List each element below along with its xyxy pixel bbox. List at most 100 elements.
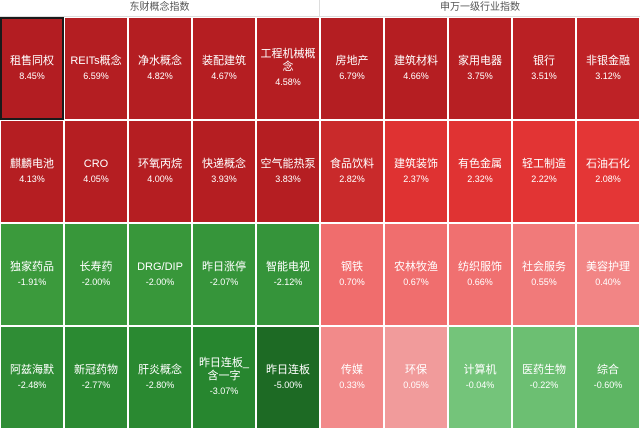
concept-tile[interactable]: 装配建筑 4.67% [192,17,256,120]
industry-tile-name: 食品饮料 [330,157,374,170]
industry-tile-change: 2.37% [403,173,429,184]
industry-tile-change: 2.32% [467,173,493,184]
concept-tile[interactable]: CRO 4.05% [64,120,128,223]
concept-tile[interactable]: 独家药品 -1.91% [0,223,64,326]
concept-tile[interactable]: 麒麟电池 4.13% [0,120,64,223]
industry-tile-change: 0.05% [403,379,429,390]
concept-tile[interactable]: REITs概念 6.59% [64,17,128,120]
industry-tile[interactable]: 银行 3.51% [512,17,576,120]
concept-tile-change: 8.45% [19,70,45,81]
industry-tile[interactable]: 环保 0.05% [384,326,448,429]
concept-tile[interactable]: 新冠药物 -2.77% [64,326,128,429]
industry-tile-name: 社会服务 [522,260,566,273]
industry-tile[interactable]: 石油石化 2.08% [576,120,640,223]
industry-tile-name: 非银金融 [586,54,630,67]
concept-tile-name: 昨日连板 [266,363,310,376]
industry-heatmap-grid: 房地产 6.79% 建筑材料 4.66% 家用电器 3.75% 银行 3.51% 非银金融 3.1… [320,17,640,429]
concept-tile-change: -2.80% [145,379,175,390]
industry-tile[interactable]: 计算机 -0.04% [448,326,512,429]
industry-tile-change: 3.12% [595,70,621,81]
industry-tile-change: 2.22% [531,173,557,184]
industry-tile-change: 4.66% [403,70,429,81]
concept-tile[interactable]: 净水概念 4.82% [128,17,192,120]
concept-tile[interactable]: 长寿药 -2.00% [64,223,128,326]
concept-tile-change: 4.67% [211,70,237,81]
industry-tile[interactable]: 轻工制造 2.22% [512,120,576,223]
industry-tile-name: 纺织服饰 [458,260,502,273]
industry-tile[interactable]: 有色金属 2.32% [448,120,512,223]
industry-tile-name: 综合 [597,363,619,376]
concept-tile-name: REITs概念 [70,54,122,67]
industry-tile[interactable]: 传媒 0.33% [320,326,384,429]
industry-tile[interactable]: 医药生物 -0.22% [512,326,576,429]
industry-tile-name: 房地产 [335,54,369,67]
concept-tile-change: -2.00% [145,276,175,287]
concept-tile-name: 麒麟电池 [10,157,54,170]
industry-tile-change: 3.75% [467,70,493,81]
industry-tile-name: 轻工制造 [522,157,566,170]
concept-tile-name: 新冠药物 [74,363,118,376]
concept-tile-name: 长寿药 [79,260,113,273]
industry-tile-change: -0.22% [529,379,559,390]
industry-tile-name: 有色金属 [458,157,502,170]
concept-tile-name: 阿兹海默 [10,363,54,376]
concept-tile-change: -2.48% [17,379,47,390]
concept-tile[interactable]: 租售同权 8.45% [0,17,64,120]
industry-tile[interactable]: 纺织服饰 0.66% [448,223,512,326]
concept-tile[interactable]: 空气能热泵 3.83% [256,120,320,223]
concept-tile-name: 净水概念 [138,54,182,67]
concept-tile[interactable]: DRG/DIP -2.00% [128,223,192,326]
concept-tile-name: 昨日连板_含一字 [198,357,250,382]
concept-tile[interactable]: 阿兹海默 -2.48% [0,326,64,429]
industry-index-title: 申万一级行业指数 [320,0,640,17]
industry-tile[interactable]: 综合 -0.60% [576,326,640,429]
concept-tile[interactable]: 工程机械概念 4.58% [256,17,320,120]
industry-tile-name: 农林牧渔 [394,260,438,273]
concept-tile-change: 4.82% [147,70,173,81]
concept-tile-change: 4.58% [275,77,301,87]
industry-tile[interactable]: 家用电器 3.75% [448,17,512,120]
industry-tile[interactable]: 食品饮料 2.82% [320,120,384,223]
industry-tile-change: 0.55% [531,276,557,287]
concept-tile-name: CRO [83,157,109,170]
concept-tile-change: 4.05% [83,173,109,184]
industry-tile[interactable]: 钢铁 0.70% [320,223,384,326]
industry-tile[interactable]: 农林牧渔 0.67% [384,223,448,326]
industry-tile-change: 0.66% [467,276,493,287]
industry-index-panel: 申万一级行业指数 房地产 6.79% 建筑材料 4.66% 家用电器 3.75% 银行 3.5… [320,0,640,429]
concept-tile[interactable]: 快递概念 3.93% [192,120,256,223]
concept-tile[interactable]: 昨日连板_含一字 -3.07% [192,326,256,429]
industry-tile[interactable]: 社会服务 0.55% [512,223,576,326]
industry-tile-change: 0.33% [339,379,365,390]
concept-tile[interactable]: 环氧丙烷 4.00% [128,120,192,223]
concept-heatmap-grid: 租售同权 8.45% REITs概念 6.59% 净水概念 4.82% 装配建筑 4.67% 工… [0,17,320,429]
concept-tile-name: 租售同权 [10,54,54,67]
industry-tile-name: 传媒 [341,363,363,376]
industry-tile[interactable]: 建筑装饰 2.37% [384,120,448,223]
industry-tile[interactable]: 美容护理 0.40% [576,223,640,326]
concept-tile[interactable]: 肝炎概念 -2.80% [128,326,192,429]
concept-tile[interactable]: 昨日涨停 -2.07% [192,223,256,326]
industry-tile[interactable]: 非银金融 3.12% [576,17,640,120]
concept-tile-change: 4.13% [19,173,45,184]
concept-tile-name: 独家药品 [10,260,54,273]
concept-tile-name: DRG/DIP [137,260,183,273]
industry-tile-change: 0.40% [595,276,621,287]
concept-tile-name: 快递概念 [202,157,246,170]
concept-tile[interactable]: 智能电视 -2.12% [256,223,320,326]
concept-tile-name: 环氧丙烷 [138,157,182,170]
concept-tile-change: 6.59% [83,70,109,81]
industry-tile-name: 银行 [533,54,555,67]
industry-tile-name: 建筑材料 [394,54,438,67]
concept-tile-change: -5.00% [273,379,303,390]
concept-tile[interactable]: 昨日连板 -5.00% [256,326,320,429]
concept-tile-change: -2.07% [209,276,239,287]
industry-tile[interactable]: 房地产 6.79% [320,17,384,120]
industry-tile-change: -0.60% [593,379,623,390]
concept-tile-change: -3.07% [209,386,239,396]
industry-tile-change: -0.04% [465,379,495,390]
concept-tile-name: 装配建筑 [202,54,246,67]
industry-tile-name: 钢铁 [341,260,363,273]
industry-tile[interactable]: 建筑材料 4.66% [384,17,448,120]
concept-tile-name: 智能电视 [266,260,310,273]
